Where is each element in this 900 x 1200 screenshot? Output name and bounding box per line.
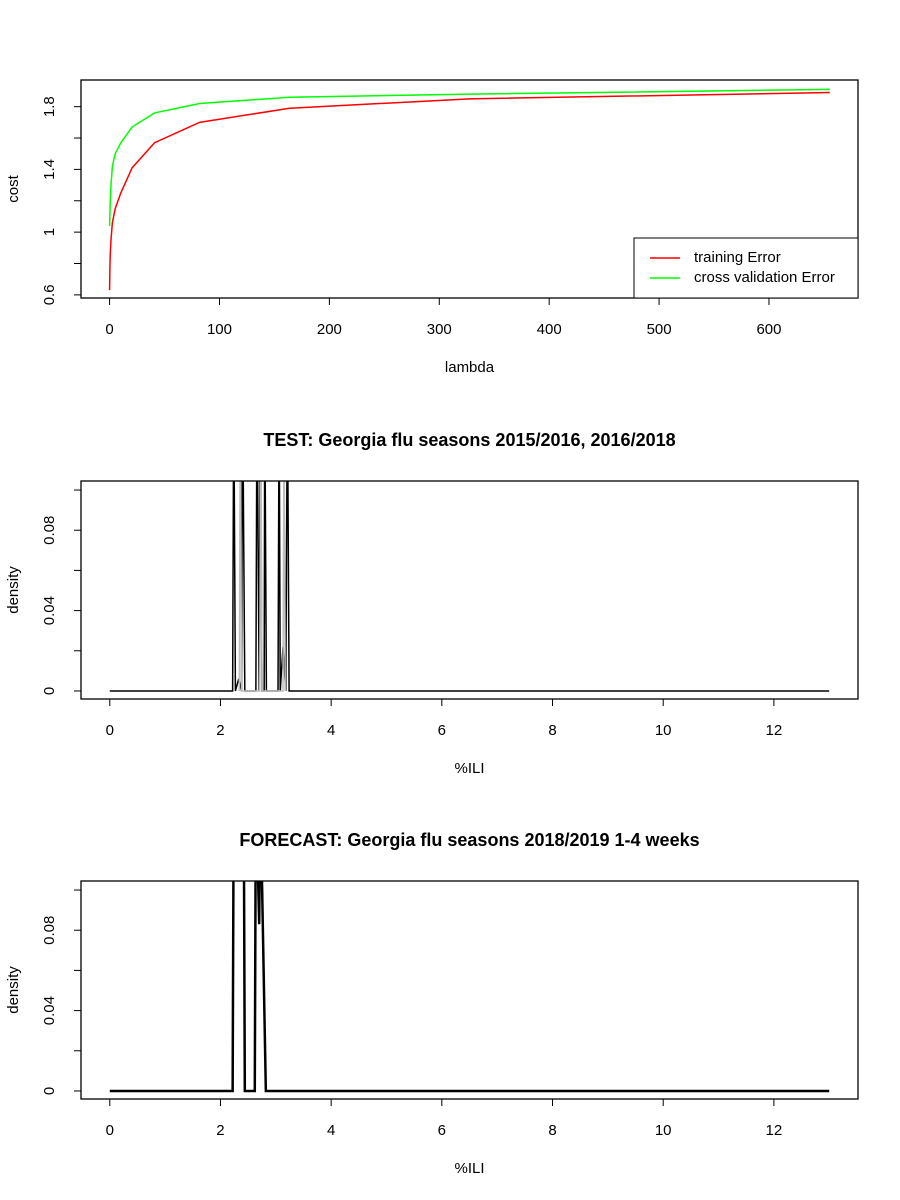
- series-line: [109, 881, 830, 1093]
- x-axis-label: %ILI: [454, 760, 484, 777]
- x-tick-label: 8: [548, 722, 556, 739]
- x-tick-label: 12: [766, 722, 783, 739]
- x-tick-label: 2: [216, 1122, 224, 1139]
- x-tick-label: 0: [106, 722, 114, 739]
- x-tick-label: 10: [655, 1122, 672, 1139]
- legend-box: [633, 237, 859, 299]
- x-tick-label: 8: [548, 1122, 556, 1139]
- series-line: [108, 91, 830, 291]
- x-axis-label: lambda: [445, 359, 495, 376]
- legend: training Error cross validation Error: [633, 237, 859, 299]
- y-tick-label: 0: [41, 687, 58, 695]
- panel: lambda cost 0 100 200 300 400 500 600 0.6 1 1.4 1.8 t…: [5, 79, 859, 376]
- series-line: [108, 88, 830, 226]
- plot-frame: [80, 79, 859, 299]
- series-line: [238, 481, 286, 692]
- x-tick-label: 10: [655, 722, 672, 739]
- chart-title: TEST: Georgia flu seasons 2015/2016, 201…: [263, 430, 675, 450]
- x-tick-label: 6: [438, 1122, 446, 1139]
- y-tick-label: 1.4: [41, 159, 58, 180]
- x-tick-label: 4: [327, 722, 335, 739]
- y-tick-label: 1.8: [41, 96, 58, 117]
- x-tick-label: 12: [766, 1122, 783, 1139]
- x-tick-label: 2: [216, 722, 224, 739]
- plot-frame: [80, 880, 859, 1100]
- x-tick-label: 6: [438, 722, 446, 739]
- chart-title: FORECAST: Georgia flu seasons 2018/2019 …: [239, 830, 699, 850]
- x-axis-label: %ILI: [454, 1160, 484, 1177]
- y-tick-label: 0.08: [41, 516, 58, 545]
- x-tick-label: 600: [756, 321, 781, 338]
- y-axis-label: density: [5, 566, 22, 614]
- panel: TEST: Georgia flu seasons 2015/2016, 201…: [5, 430, 859, 777]
- x-tick-label: 300: [427, 321, 452, 338]
- y-axis-label: density: [5, 966, 22, 1014]
- x-tick-label: 100: [207, 321, 232, 338]
- y-tick-label: 0.08: [41, 916, 58, 945]
- y-axis-label: cost: [5, 174, 22, 202]
- x-tick-label: 0: [105, 321, 113, 338]
- legend-label: training Error: [694, 249, 781, 266]
- plot-frame: [80, 480, 859, 700]
- x-tick-label: 4: [327, 1122, 335, 1139]
- panel: FORECAST: Georgia flu seasons 2018/2019 …: [5, 830, 859, 1177]
- x-tick-label: 400: [537, 321, 562, 338]
- y-tick-label: 1: [41, 228, 58, 236]
- legend-label: cross validation Error: [694, 269, 835, 286]
- x-tick-label: 500: [647, 321, 672, 338]
- plot-area: [108, 88, 830, 291]
- y-tick-label: 0.6: [41, 284, 58, 305]
- plot-area: [109, 481, 830, 692]
- x-tick-label: 0: [106, 1122, 114, 1139]
- plot-area: [109, 881, 830, 1093]
- y-tick-label: 0: [41, 1087, 58, 1095]
- y-tick-label: 0.04: [41, 996, 58, 1025]
- y-tick-label: 0.04: [41, 596, 58, 625]
- x-tick-label: 200: [317, 321, 342, 338]
